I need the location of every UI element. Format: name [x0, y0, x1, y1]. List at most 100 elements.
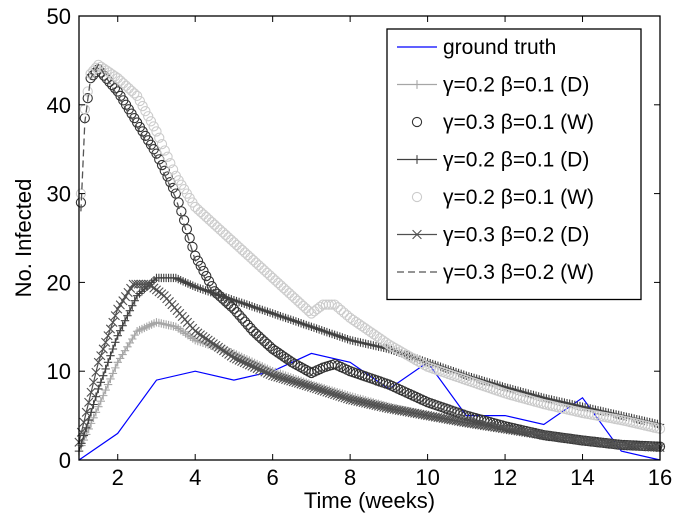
data-point [253, 331, 264, 342]
data-point [217, 227, 229, 238]
data-point [193, 328, 203, 338]
data-point [106, 374, 115, 384]
data-point [88, 65, 99, 76]
data-point [270, 275, 281, 286]
legend-label: γ=0.3 β=0.1 (W) [443, 111, 594, 134]
data-point [111, 338, 120, 347]
data-point [395, 346, 406, 357]
data-point [165, 158, 176, 169]
data-point [283, 375, 293, 385]
data-point [401, 349, 412, 360]
legend-box [386, 28, 642, 301]
data-point [330, 390, 340, 400]
data-point [108, 317, 118, 327]
series-line [78, 277, 661, 452]
data-point [311, 384, 322, 394]
data-point [120, 80, 132, 91]
y-tick-label: 50 [47, 4, 71, 29]
data-point [85, 73, 96, 84]
data-point [256, 333, 267, 345]
data-point [231, 354, 242, 364]
data-point [206, 337, 216, 347]
data-point [181, 223, 193, 235]
legend-swatch-marker [411, 191, 423, 203]
data-point [288, 377, 298, 387]
data-point [332, 302, 343, 313]
data-point [219, 346, 229, 356]
data-point [319, 386, 329, 396]
x-axis-label: Time (weeks) [304, 488, 435, 513]
data-point [94, 384, 103, 394]
data-point [220, 229, 231, 240]
data-point [162, 171, 173, 182]
data-point [407, 353, 418, 364]
series-line [80, 63, 661, 448]
data-point [259, 336, 270, 347]
data-point [103, 380, 113, 389]
data-point [201, 211, 212, 223]
data-point [309, 383, 319, 393]
data-point [292, 360, 303, 371]
x-tick-label: 14 [570, 465, 594, 490]
data-point [234, 242, 245, 253]
data-point [137, 100, 148, 112]
data-point [268, 371, 278, 381]
data-point [86, 408, 96, 417]
data-point [237, 356, 247, 367]
data-point [120, 292, 131, 302]
plot-frame [78, 15, 661, 461]
legend-label: γ=0.3 β=0.2 (W) [443, 261, 594, 284]
series-5 [74, 279, 665, 453]
data-point [89, 413, 98, 423]
data-point [278, 282, 289, 294]
data-point [79, 104, 90, 115]
data-point [195, 330, 205, 340]
data-point [167, 164, 179, 175]
y-tick-label: 10 [47, 359, 71, 384]
data-point [203, 335, 213, 345]
data-point [284, 288, 295, 299]
data-point [413, 356, 424, 367]
data-point [104, 67, 115, 78]
data-point [82, 92, 93, 104]
data-point [260, 367, 270, 377]
data-point [195, 206, 206, 218]
data-point [140, 105, 151, 117]
legend-swatch-marker [412, 80, 422, 89]
data-point [91, 392, 101, 401]
data-point [190, 201, 201, 213]
data-point [93, 59, 104, 70]
data-point [262, 368, 273, 378]
data-point [203, 214, 215, 225]
data-point [99, 391, 108, 400]
x-tick-label: 10 [415, 465, 439, 490]
data-point [231, 239, 242, 251]
data-point [242, 249, 253, 261]
data-point [101, 364, 110, 374]
data-point [123, 83, 134, 94]
data-point [301, 381, 311, 391]
data-point [213, 342, 224, 352]
data-point [159, 145, 170, 156]
data-point [337, 392, 347, 402]
data-point [335, 391, 345, 401]
data-point [234, 355, 244, 365]
data-point [253, 260, 264, 271]
data-point [284, 355, 295, 366]
data-point [410, 354, 421, 366]
data-point [244, 360, 255, 370]
data-point [108, 344, 118, 354]
data-point [88, 377, 99, 387]
data-point [404, 351, 415, 362]
data-point [226, 234, 237, 246]
data-point [293, 378, 304, 388]
data-point [264, 270, 276, 281]
data-point [270, 371, 280, 381]
data-point [214, 224, 226, 235]
data-point [338, 307, 350, 318]
data-point [113, 304, 123, 314]
data-point [110, 311, 120, 321]
data-point [419, 359, 430, 371]
data-point [275, 280, 287, 291]
data-point [82, 86, 93, 97]
